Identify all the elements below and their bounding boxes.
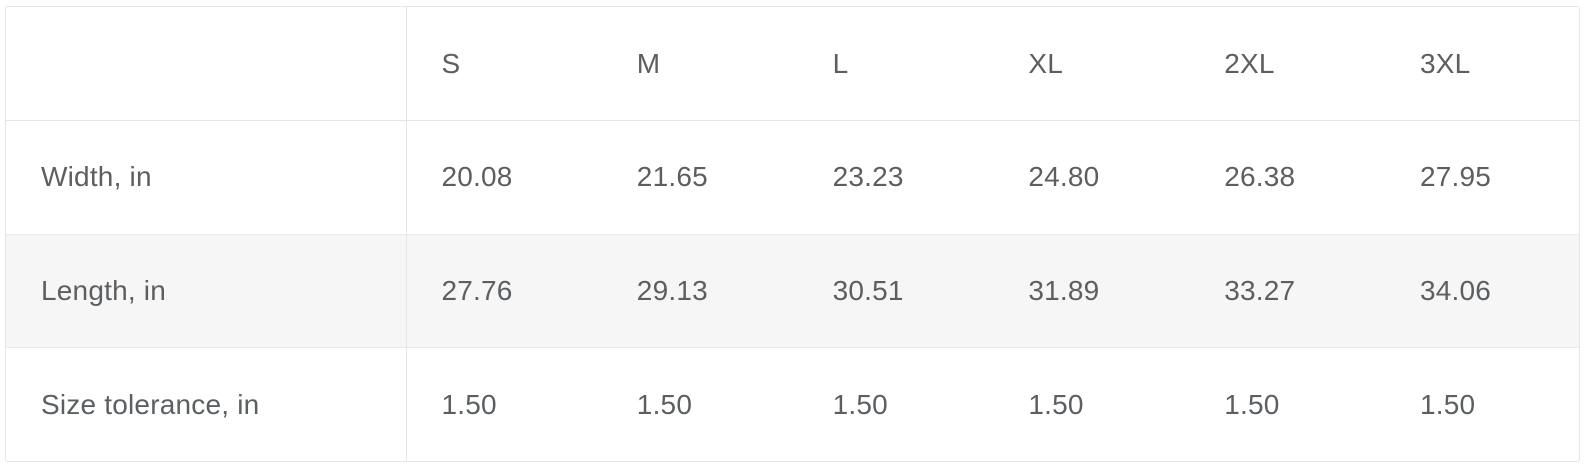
size-table: S M L XL 2XL 3XL Width, in 20.08 21.65 2…	[6, 7, 1579, 461]
table-cell: 1.50	[993, 347, 1190, 461]
table-row-length: Length, in 27.76 29.13 30.51 31.89 33.27…	[6, 233, 1579, 348]
row-label-length: Length, in	[6, 233, 407, 348]
table-cell: 34.06	[1384, 233, 1579, 348]
size-header-m: M	[636, 47, 661, 79]
table-cell: 26.38	[1189, 120, 1385, 234]
size-header-row: S M L XL 2XL 3XL	[6, 7, 1579, 121]
table-cell: 21.65	[601, 120, 798, 234]
table-cell: 1.50	[1189, 347, 1385, 461]
size-header-l: L	[832, 47, 849, 79]
table-cell: 23.23	[797, 120, 994, 234]
row-label-width: Width, in	[6, 120, 407, 234]
table-cell: 1.50	[406, 347, 602, 461]
table-cell: 20.08	[406, 120, 602, 234]
table-cell: 33.27	[1189, 233, 1385, 348]
table-cell: 29.13	[601, 233, 798, 348]
row-label-size-tolerance: Size tolerance, in	[6, 347, 407, 461]
size-header-3xl: 3XL	[1419, 47, 1471, 79]
table-cell: 31.89	[993, 233, 1190, 348]
size-header-2xl: 2XL	[1224, 47, 1275, 79]
size-header-s: S	[441, 47, 461, 79]
table-row-size-tolerance: Size tolerance, in 1.50 1.50 1.50 1.50 1…	[6, 347, 1579, 461]
table-cell: 27.95	[1384, 120, 1579, 234]
table-cell: 1.50	[601, 347, 798, 461]
size-chart-table: S M L XL 2XL 3XL Width, in 20.08 21.65 2…	[5, 6, 1580, 462]
table-cell: 1.50	[797, 347, 994, 461]
table-row-width: Width, in 20.08 21.65 23.23 24.80 26.38 …	[6, 120, 1579, 234]
table-cell: 1.50	[1384, 347, 1579, 461]
corner-cell	[6, 7, 407, 121]
table-cell: 30.51	[797, 233, 994, 348]
table-cell: 27.76	[406, 233, 602, 348]
size-header-xl: XL	[1028, 47, 1064, 79]
table-cell: 24.80	[993, 120, 1190, 234]
